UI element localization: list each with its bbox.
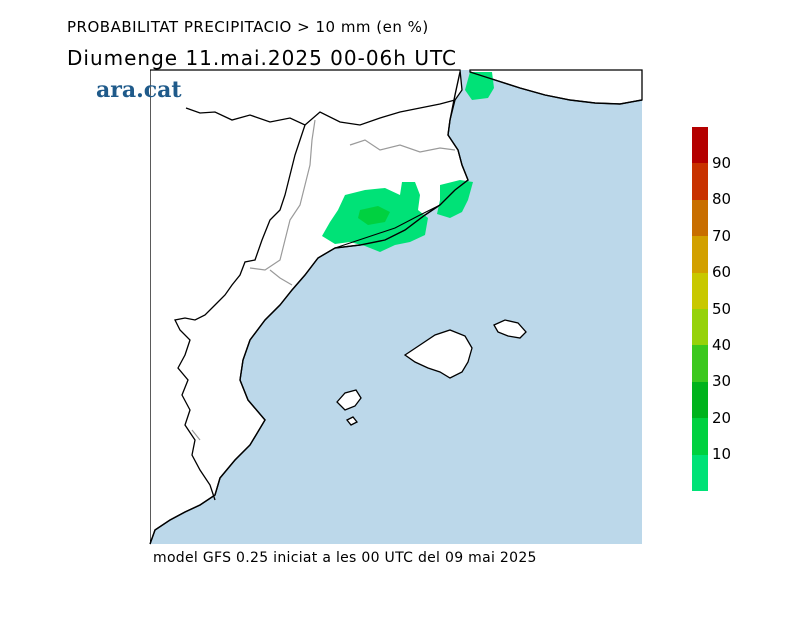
precip-area-core <box>358 206 390 225</box>
legend-bin <box>692 454 708 491</box>
legend-label: 80 <box>712 190 732 209</box>
legend-bin <box>692 199 708 237</box>
legend-bin <box>692 236 708 273</box>
map-title: PROBABILITAT PRECIPITACIO > 10 mm (en %) <box>67 18 429 36</box>
color-legend <box>692 127 708 491</box>
legend-bin <box>692 345 708 382</box>
legend-bin <box>692 272 708 309</box>
coastline <box>149 71 469 545</box>
legend-label: 90 <box>712 154 732 172</box>
legend-label: 10 <box>712 445 732 464</box>
internal-boundary <box>334 204 441 249</box>
island-menorca <box>493 319 527 339</box>
precip-area-east <box>437 180 473 218</box>
map-subtitle: Diumenge 11.mai.2025 00-06h UTC <box>67 46 457 70</box>
legend-label: 70 <box>712 226 732 245</box>
legend-bin <box>692 381 708 419</box>
coastline-france <box>469 71 643 105</box>
legend-label: 40 <box>712 336 732 354</box>
legend-bin <box>692 308 708 346</box>
legend-bin <box>692 418 708 455</box>
legend-label: 20 <box>712 408 732 427</box>
outside-domain <box>0 0 150 617</box>
legend-label: 60 <box>712 263 732 282</box>
legend-label: 50 <box>712 299 732 318</box>
legend-bin <box>692 127 708 164</box>
province-borders <box>191 119 456 441</box>
model-info: model GFS 0.25 iniciat a les 00 UTC del … <box>153 550 537 566</box>
ara-cat-logo[interactable]: ara.cat <box>96 77 182 103</box>
legend-bin <box>692 163 708 200</box>
precip-area-north <box>465 72 494 100</box>
border-west <box>174 124 306 501</box>
island-formentera <box>345 416 359 426</box>
island-mallorca <box>403 329 473 379</box>
border-north <box>185 99 456 126</box>
legend-label: 30 <box>712 372 732 391</box>
island-eivissa <box>336 389 362 411</box>
